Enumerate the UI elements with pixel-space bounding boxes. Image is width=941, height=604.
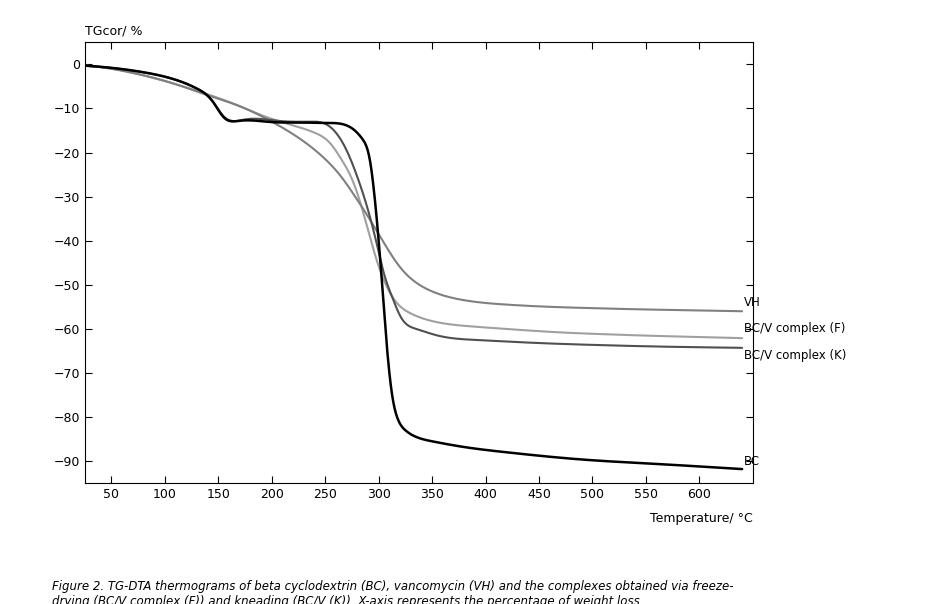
Text: Figure 2. TG-DTA thermograms of beta cyclodextrin (BC), vancomycin (VH) and the : Figure 2. TG-DTA thermograms of beta cyc… bbox=[52, 580, 733, 604]
Text: BC/V complex (K): BC/V complex (K) bbox=[744, 349, 847, 362]
Text: BC: BC bbox=[744, 455, 760, 467]
Text: VH: VH bbox=[744, 296, 761, 309]
Text: Temperature/ °C: Temperature/ °C bbox=[650, 512, 753, 525]
Text: TGcor/ %: TGcor/ % bbox=[86, 25, 143, 38]
Text: BC/V complex (F): BC/V complex (F) bbox=[744, 323, 846, 335]
